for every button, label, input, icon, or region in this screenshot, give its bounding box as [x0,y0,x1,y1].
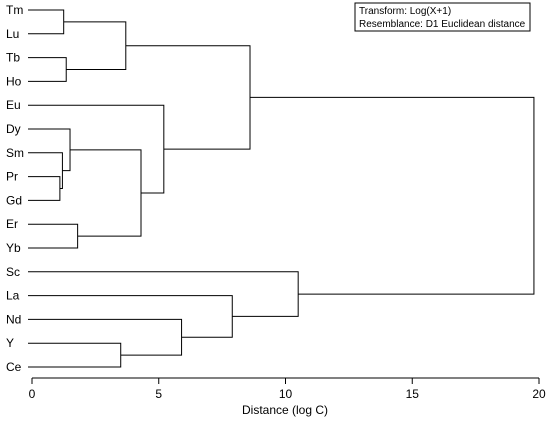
branch-merge-3 [28,9,65,35]
annotation-transform: Transform: Log(X+1) [359,6,451,17]
leaf-label-eu: Eu [6,98,21,112]
branch-merge-10 [28,104,165,194]
branch-merge-7 [28,342,122,368]
branch-merge-11 [28,318,183,356]
leaf-label-dy: Dy [6,122,21,136]
leaf-label-tm: Tm [6,3,23,17]
branch-merge-12 [28,295,233,338]
branch-merge-13 [125,45,251,150]
leaf-label-sm: Sm [6,146,24,160]
x-axis-ticks: 0 5 10 15 20 [29,378,546,401]
branch-merge-9 [70,149,142,237]
x-tick-label-0: 0 [29,387,36,401]
leaf-label-ce: Ce [6,360,22,374]
branch-merge-8 [63,21,127,70]
leaf-labels: Tm Lu Tb Ho Eu Dy Sm Pr Gd Er Yb Sc La Nd Y Ce [6,3,24,374]
x-tick-label-10: 10 [279,387,293,401]
x-tick-label-15: 15 [406,387,420,401]
branch-merge-4 [28,57,67,82]
branch-merge-5 [28,128,71,172]
dendrogram-branches [28,9,535,368]
leaf-label-tb: Tb [6,51,20,65]
leaf-label-yb: Yb [6,241,21,255]
leaf-label-y: Y [6,336,14,350]
leaf-label-nd: Nd [6,312,21,326]
branch-merge-6 [28,223,79,249]
leaf-label-lu: Lu [6,27,19,41]
leaf-label-la: La [6,289,20,303]
x-axis-title: Distance (log C) [242,403,328,417]
branch-merge-15 [250,96,535,295]
leaf-label-sc: Sc [6,265,20,279]
x-tick-label-20: 20 [532,387,546,401]
transform-annotation: Transform: Log(X+1) Resemblance: D1 Eucl… [354,2,531,32]
annotation-frame [354,2,531,32]
branch-merge-2 [28,152,63,189]
x-axis: 0 5 10 15 20 Distance (log C) [29,377,546,417]
leaf-label-er: Er [6,217,18,231]
leaf-label-ho: Ho [6,74,22,88]
leaf-label-pr: Pr [6,170,18,184]
x-tick-label-5: 5 [155,387,162,401]
branch-merge-1 [28,176,61,201]
leaf-label-gd: Gd [6,193,22,207]
annotation-resemblance: Resemblance: D1 Euclidean distance [359,19,526,30]
branch-merge-14 [28,271,299,317]
